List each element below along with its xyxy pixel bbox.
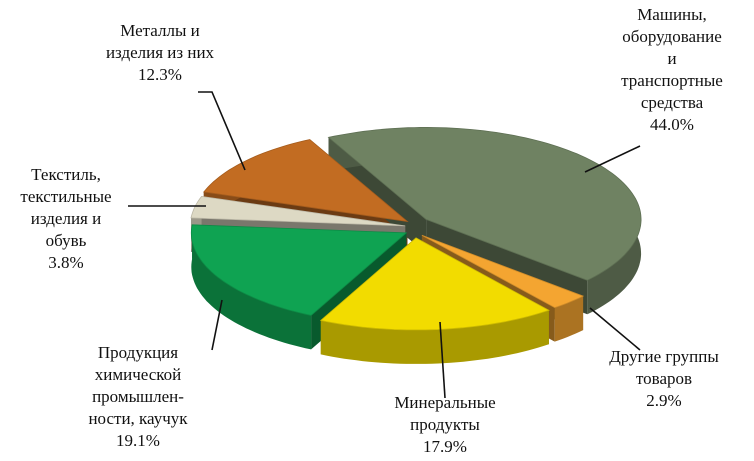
- slice-wall: [191, 224, 312, 350]
- category-label: Минеральные продукты: [394, 393, 495, 434]
- category-label: Продукция химической промышлен-ности, кауч…: [88, 343, 188, 428]
- category-label: Металлы и изделия из них: [106, 21, 215, 62]
- slice: [203, 139, 409, 223]
- value-label: 2.9%: [646, 391, 681, 410]
- category-label: Текстиль, текстильные изделия и обувь: [20, 165, 111, 250]
- category-label: Другие группы товаров: [609, 347, 719, 388]
- category-label: Машины, оборудование и транспортные средства: [621, 5, 723, 112]
- slice: [190, 224, 408, 316]
- leader-line: [211, 299, 223, 351]
- slice: [190, 195, 406, 227]
- leader-line: [198, 91, 246, 171]
- value-label: 17.9%: [423, 437, 467, 456]
- slice-wall: [554, 296, 584, 342]
- value-label: 3.8%: [48, 253, 83, 272]
- slice-wall: [320, 310, 549, 364]
- slice: [319, 237, 550, 331]
- value-label: 12.3%: [138, 65, 182, 84]
- value-label: 44.0%: [650, 115, 694, 134]
- value-label: 19.1%: [116, 431, 160, 450]
- leader-line: [584, 145, 641, 173]
- slice: [327, 127, 642, 281]
- leader-line: [589, 307, 641, 351]
- leader-line: [439, 321, 446, 399]
- slice: [421, 234, 585, 309]
